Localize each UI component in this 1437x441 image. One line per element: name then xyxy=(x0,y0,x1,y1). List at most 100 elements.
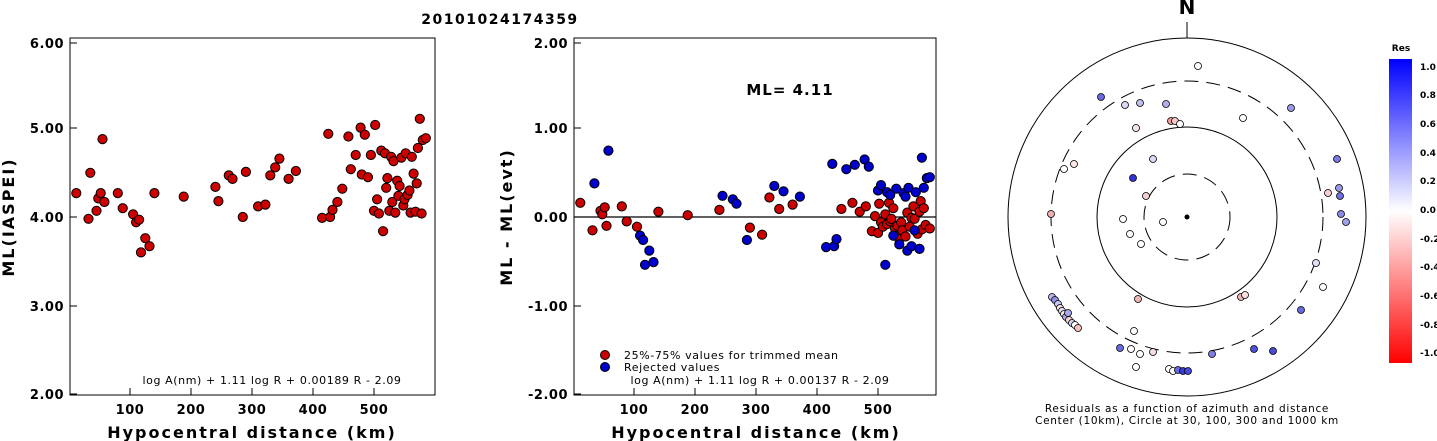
mid-ytick-label: 1.00 xyxy=(534,122,568,137)
station-marker xyxy=(1241,291,1249,299)
colorbar-label: -0.4 xyxy=(1420,263,1437,273)
data-point xyxy=(135,247,147,258)
rejected-point xyxy=(639,259,651,270)
station-marker xyxy=(1324,189,1332,197)
rejected-point xyxy=(794,191,806,202)
data-point xyxy=(378,226,389,237)
data-point xyxy=(83,213,94,224)
mid-formula: log A(nm) + 1.11 log R + 0.00137 R - 2.0… xyxy=(630,374,889,387)
data-point xyxy=(381,182,392,193)
data-point xyxy=(112,188,123,199)
data-point xyxy=(412,142,423,154)
station-marker xyxy=(1269,347,1277,355)
data-point xyxy=(337,183,348,194)
data-point xyxy=(134,214,145,225)
rejected-point xyxy=(841,164,852,175)
rejected-point xyxy=(885,189,896,200)
left-xtick-label: 500 xyxy=(360,403,389,418)
trimmed-point xyxy=(587,225,598,236)
mid-xtick-label: 500 xyxy=(864,403,893,418)
trimmed-point xyxy=(631,221,643,232)
polar-panel: N xyxy=(1007,0,1367,427)
mid-y-axis-label: ML - ML(evt) xyxy=(497,148,516,286)
station-marker xyxy=(1116,344,1124,352)
rejected-point xyxy=(778,186,789,197)
data-point xyxy=(260,199,271,210)
data-point xyxy=(227,173,238,184)
mid-points xyxy=(575,145,935,270)
rejected-point xyxy=(717,190,728,201)
station-marker xyxy=(1070,160,1078,168)
ring-100km xyxy=(1096,126,1278,308)
left-y-axis-label: ML(IASPEI) xyxy=(0,157,18,276)
station-marker xyxy=(1134,295,1142,303)
mid-ytick-label: -1.00 xyxy=(528,300,568,315)
data-point xyxy=(274,153,285,164)
ml-value: ML= 4.11 xyxy=(746,81,833,99)
trimmed-point xyxy=(616,201,627,212)
colorbar-label: -1.0 xyxy=(1420,349,1437,359)
station-marker xyxy=(1119,215,1127,223)
rejected-point xyxy=(914,243,925,254)
data-point xyxy=(350,149,361,161)
left-xtick-label: 100 xyxy=(116,403,145,418)
station-marker xyxy=(1159,218,1167,226)
data-point xyxy=(382,173,393,184)
trimmed-point xyxy=(847,197,858,208)
station-marker xyxy=(1137,240,1145,248)
rejected-point xyxy=(863,161,874,172)
data-point xyxy=(416,208,427,219)
station-marker xyxy=(1121,101,1129,109)
mid-xtick-label: 400 xyxy=(803,403,832,418)
station-marker xyxy=(1074,324,1082,332)
polar-caption-line1: Residuals as a function of azimuth and d… xyxy=(1045,403,1329,415)
mid-xtick-label: 200 xyxy=(681,403,710,418)
data-point xyxy=(117,203,128,214)
station-marker xyxy=(1337,210,1345,218)
colorbar-title: Res xyxy=(1392,44,1410,54)
trimmed-point xyxy=(575,197,586,208)
station-marker xyxy=(1047,210,1055,218)
data-point xyxy=(210,181,221,192)
trimmed-point xyxy=(601,220,612,231)
data-point xyxy=(140,233,151,244)
rejected-point xyxy=(900,191,911,202)
left-x-axis-label: Hypocentral distance (km) xyxy=(107,423,397,441)
data-point xyxy=(99,196,110,208)
rejected-point xyxy=(894,239,905,250)
trimmed-point xyxy=(774,203,785,215)
data-point xyxy=(359,129,370,140)
data-point xyxy=(411,178,422,189)
trimmed-point xyxy=(836,203,847,215)
trimmed-point xyxy=(874,198,885,209)
colorbar-label: 1.0 xyxy=(1420,63,1436,73)
data-point xyxy=(372,194,383,205)
station-marker xyxy=(1208,350,1216,358)
station-markers xyxy=(1047,62,1350,375)
left-ytick-label: 4.00 xyxy=(30,211,64,226)
colorbar-label: -0.2 xyxy=(1420,235,1437,245)
station-marker xyxy=(1319,283,1327,291)
station-marker xyxy=(1149,155,1157,163)
data-point xyxy=(390,207,401,218)
station-marker xyxy=(1060,165,1068,173)
rejected-point xyxy=(918,182,929,193)
data-point xyxy=(237,211,248,223)
data-point xyxy=(85,167,96,178)
trimmed-point xyxy=(924,223,935,234)
mid-xtick-label: 100 xyxy=(620,403,649,418)
station-marker xyxy=(1194,62,1202,70)
data-point xyxy=(265,170,276,181)
data-point xyxy=(149,188,160,199)
data-point xyxy=(144,241,155,252)
colorbar: Res 1.0 0.8 0.6 0.4 0.2 0.0 -0.2 -0.4 -0… xyxy=(1389,44,1437,363)
station-marker xyxy=(1333,155,1341,163)
left-ytick-label: 3.00 xyxy=(30,300,64,315)
station-marker xyxy=(1064,309,1072,317)
rejected-point xyxy=(648,257,659,268)
data-point xyxy=(406,151,417,162)
left-ytick-label: 6.00 xyxy=(30,37,64,52)
data-point xyxy=(343,131,354,142)
data-point xyxy=(240,166,251,177)
rejected-point xyxy=(849,159,860,170)
